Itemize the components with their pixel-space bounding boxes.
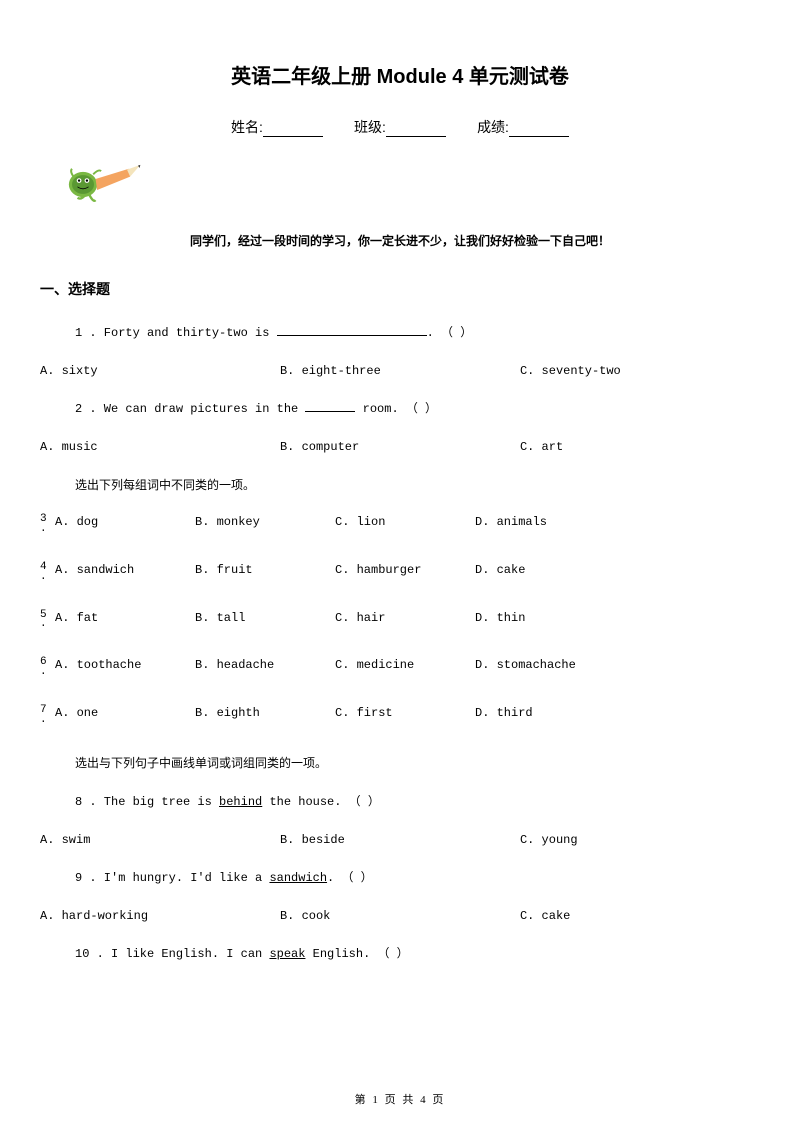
q8-opt-c[interactable]: C. young bbox=[520, 833, 760, 847]
question-1-options: A. sixty B. eight-three C. seventy-two bbox=[40, 364, 760, 378]
q9-opt-a[interactable]: A. hard-working bbox=[40, 909, 280, 923]
class-blank[interactable] bbox=[386, 123, 446, 137]
q3-opt-c[interactable]: C. lion bbox=[335, 515, 475, 529]
name-blank[interactable] bbox=[263, 123, 323, 137]
q7-opt-d[interactable]: D. third bbox=[475, 706, 615, 720]
question-8-options: A. swim B. beside C. young bbox=[40, 833, 760, 847]
pencil-icon bbox=[65, 157, 760, 217]
q4-opt-b[interactable]: B. fruit bbox=[195, 563, 335, 577]
q2-opt-b[interactable]: B. computer bbox=[280, 440, 520, 454]
question-1: 1 . Forty and thirty-two is . （ ） bbox=[75, 324, 760, 342]
q1-opt-a[interactable]: A. sixty bbox=[40, 364, 280, 378]
section-1-header: 一、选择题 bbox=[40, 279, 760, 299]
q4-opt-a[interactable]: A. sandwich bbox=[55, 563, 195, 577]
q4-opt-c[interactable]: C. hamburger bbox=[335, 563, 475, 577]
q9-opt-b[interactable]: B. cook bbox=[280, 909, 520, 923]
q6-opt-a[interactable]: A. toothache bbox=[55, 658, 195, 672]
q7-opt-c[interactable]: C. first bbox=[335, 706, 475, 720]
instruction-2: 选出与下列句子中画线单词或词组同类的一项。 bbox=[75, 754, 760, 771]
q8-opt-b[interactable]: B. beside bbox=[280, 833, 520, 847]
question-8: 8 . The big tree is behind the house. （ … bbox=[75, 793, 760, 811]
page-title: 英语二年级上册 Module 4 单元测试卷 bbox=[40, 60, 760, 89]
q6-opt-c[interactable]: C. medicine bbox=[335, 658, 475, 672]
question-6: 6. A. toothache B. headache C. medicine … bbox=[40, 658, 760, 678]
page-footer: 第 1 页 共 4 页 bbox=[0, 1091, 800, 1107]
question-10: 10 . I like English. I can speak English… bbox=[75, 945, 760, 963]
q4-opt-d[interactable]: D. cake bbox=[475, 563, 615, 577]
question-2: 2 . We can draw pictures in the room. （ … bbox=[75, 400, 760, 418]
q2-opt-a[interactable]: A. music bbox=[40, 440, 280, 454]
question-3: 3. A. dog B. monkey C. lion D. animals bbox=[40, 515, 760, 535]
q3-opt-b[interactable]: B. monkey bbox=[195, 515, 335, 529]
motto-text: 同学们，经过一段时间的学习，你一定长进不少，让我们好好检验一下自己吧！ bbox=[40, 232, 760, 249]
score-blank[interactable] bbox=[509, 123, 569, 137]
q5-opt-b[interactable]: B. tall bbox=[195, 611, 335, 625]
class-label: 班级: bbox=[354, 119, 386, 135]
q2-opt-c[interactable]: C. art bbox=[520, 440, 760, 454]
q1-opt-b[interactable]: B. eight-three bbox=[280, 364, 520, 378]
q7-opt-a[interactable]: A. one bbox=[55, 706, 195, 720]
q8-opt-a[interactable]: A. swim bbox=[40, 833, 280, 847]
question-9-options: A. hard-working B. cook C. cake bbox=[40, 909, 760, 923]
name-label: 姓名: bbox=[231, 119, 263, 135]
score-label: 成绩: bbox=[477, 119, 509, 135]
q5-opt-d[interactable]: D. thin bbox=[475, 611, 615, 625]
q5-opt-c[interactable]: C. hair bbox=[335, 611, 475, 625]
instruction-1: 选出下列每组词中不同类的一项。 bbox=[75, 476, 760, 493]
q5-opt-a[interactable]: A. fat bbox=[55, 611, 195, 625]
q9-opt-c[interactable]: C. cake bbox=[520, 909, 760, 923]
q3-opt-d[interactable]: D. animals bbox=[475, 515, 615, 529]
question-9: 9 . I'm hungry. I'd like a sandwich. （ ） bbox=[75, 869, 760, 887]
question-4: 4. A. sandwich B. fruit C. hamburger D. … bbox=[40, 563, 760, 583]
question-5: 5. A. fat B. tall C. hair D. thin bbox=[40, 611, 760, 631]
student-info-row: 姓名: 班级: 成绩: bbox=[40, 117, 760, 137]
q7-opt-b[interactable]: B. eighth bbox=[195, 706, 335, 720]
question-7: 7. A. one B. eighth C. first D. third bbox=[40, 706, 760, 726]
q3-opt-a[interactable]: A. dog bbox=[55, 515, 195, 529]
q6-opt-d[interactable]: D. stomachache bbox=[475, 658, 615, 672]
question-2-options: A. music B. computer C. art bbox=[40, 440, 760, 454]
q6-opt-b[interactable]: B. headache bbox=[195, 658, 335, 672]
q1-opt-c[interactable]: C. seventy-two bbox=[520, 364, 760, 378]
